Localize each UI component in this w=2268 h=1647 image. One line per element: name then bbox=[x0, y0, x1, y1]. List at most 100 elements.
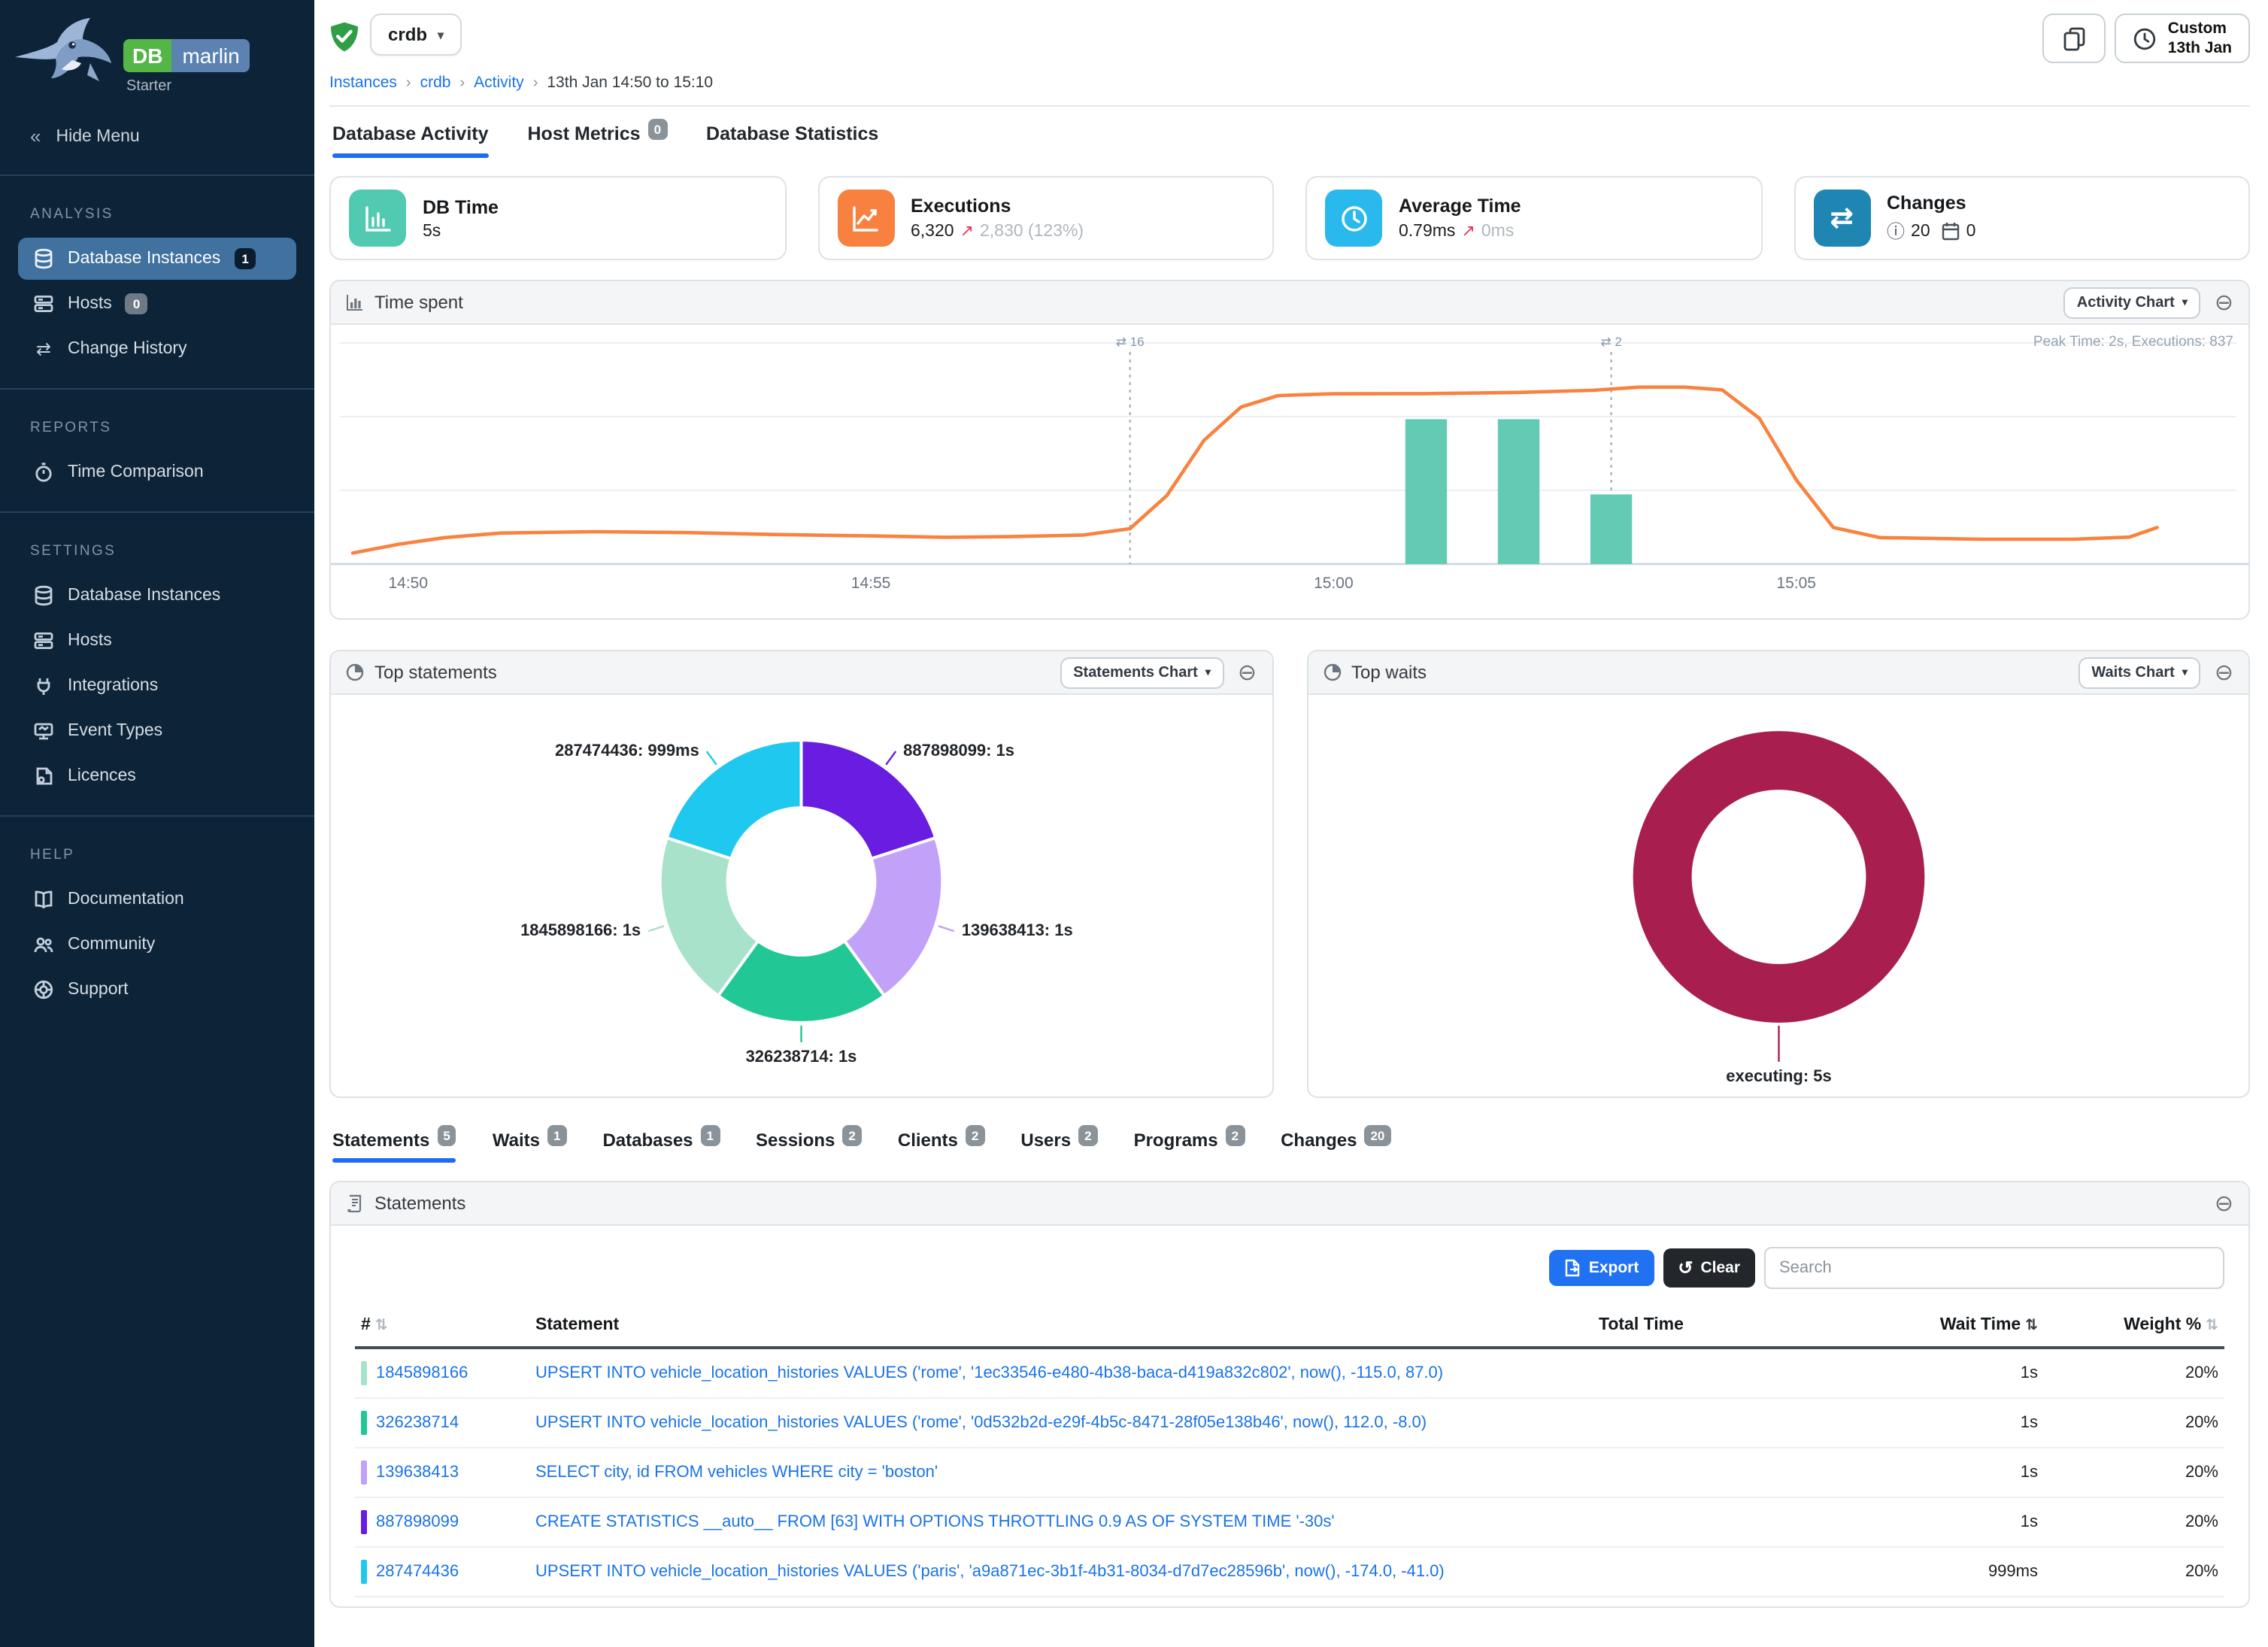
breadcrumb-separator: › bbox=[405, 74, 411, 91]
collapse-panel-icon[interactable]: ⊖ bbox=[2214, 660, 2233, 685]
sidebar-item-support[interactable]: Support bbox=[18, 969, 296, 1011]
kpi-delta: 2,830 (123%) bbox=[980, 222, 1084, 240]
kpi-value: 6,320 bbox=[911, 222, 954, 240]
clear-button[interactable]: ↺ Clear bbox=[1663, 1248, 1755, 1288]
sidebar-item-licences[interactable]: Licences bbox=[18, 755, 296, 797]
sidebar-item-settings-database-instances[interactable]: Database Instances bbox=[18, 575, 296, 617]
statement-id-link[interactable]: 887898099 bbox=[376, 1513, 459, 1531]
charts-row: Top statements Statements Chart ▾ ⊖ 8878… bbox=[329, 650, 2250, 1098]
sidebar-item-event-types[interactable]: Event Types bbox=[18, 710, 296, 752]
breadcrumb-activity[interactable]: Activity bbox=[474, 74, 524, 92]
sidebar-item-label: Time Comparison bbox=[68, 463, 204, 481]
sidebar-item-time-comparison[interactable]: Time Comparison bbox=[18, 451, 296, 493]
statement-color-bar bbox=[361, 1510, 367, 1534]
page-tabs: Database Activity Host Metrics 0 Databas… bbox=[329, 107, 2250, 158]
pie-chart-icon bbox=[346, 663, 364, 681]
count-badge: 20 bbox=[1364, 1125, 1391, 1146]
tab-databases[interactable]: Databases 1 bbox=[602, 1125, 720, 1163]
weight-value: 20% bbox=[2044, 1348, 2224, 1399]
tab-label: Statements bbox=[332, 1130, 430, 1151]
brand-wordmark: DB marlin bbox=[123, 39, 250, 72]
copy-link-button[interactable] bbox=[2042, 14, 2106, 63]
instance-selector[interactable]: crdb ▾ bbox=[370, 14, 462, 56]
time-range-button[interactable]: Custom 13th Jan bbox=[2115, 14, 2250, 63]
time-range-mode: Custom bbox=[2167, 20, 2227, 38]
kpi-info-count: 20 bbox=[1911, 222, 1930, 240]
tab-statements[interactable]: Statements 5 bbox=[332, 1125, 457, 1163]
sidebar-item-documentation[interactable]: Documentation bbox=[18, 878, 296, 921]
sidebar-item-hosts[interactable]: Hosts 0 bbox=[18, 283, 296, 325]
breadcrumb-crdb[interactable]: crdb bbox=[420, 74, 451, 92]
breadcrumb-time-range: 13th Jan 14:50 to 15:10 bbox=[547, 74, 714, 92]
sidebar-item-integrations[interactable]: Integrations bbox=[18, 665, 296, 707]
sort-icon: ⇅ bbox=[2206, 1318, 2218, 1334]
tab-label: Changes bbox=[1281, 1130, 1357, 1151]
export-button[interactable]: Export bbox=[1549, 1250, 1654, 1286]
statement-link[interactable]: UPSERT INTO vehicle_location_histories V… bbox=[535, 1414, 1427, 1432]
chart-select-label: Waits Chart bbox=[2091, 664, 2175, 681]
divider bbox=[0, 815, 314, 817]
statement-id-link[interactable]: 1845898166 bbox=[376, 1364, 468, 1382]
statement-link[interactable]: UPSERT INTO vehicle_location_histories V… bbox=[535, 1563, 1445, 1581]
tab-label: Databases bbox=[602, 1130, 693, 1151]
panel-title: Time spent bbox=[374, 292, 463, 313]
statement-id-link[interactable]: 287474436 bbox=[376, 1563, 459, 1581]
sidebar-item-settings-hosts[interactable]: Hosts bbox=[18, 620, 296, 662]
statement-link[interactable]: UPSERT INTO vehicle_location_histories V… bbox=[535, 1364, 1444, 1382]
tab-programs[interactable]: Programs 2 bbox=[1134, 1125, 1245, 1163]
sidebar-section-analysis: ANALYSIS Database Instances 1 Hosts 0 ⇄ … bbox=[0, 176, 314, 388]
collapse-panel-icon[interactable]: ⊖ bbox=[1237, 660, 1257, 685]
sidebar-item-community[interactable]: Community bbox=[18, 924, 296, 966]
sort-icon-active: ⇅ bbox=[2025, 1318, 2038, 1334]
breadcrumb-instances[interactable]: Instances bbox=[329, 74, 397, 92]
hide-menu-button[interactable]: « Hide Menu bbox=[0, 101, 314, 174]
kpi-db-time: DB Time 5s bbox=[329, 176, 786, 260]
statement-link[interactable]: SELECT city, id FROM vehicles WHERE city… bbox=[535, 1463, 938, 1482]
collapse-panel-icon[interactable]: ⊖ bbox=[2214, 1191, 2233, 1216]
statement-id-link[interactable]: 326238714 bbox=[376, 1414, 459, 1432]
column-header-weight[interactable]: Weight % ⇅ bbox=[2044, 1307, 2224, 1349]
search-input[interactable] bbox=[1764, 1247, 2224, 1289]
tab-clients[interactable]: Clients 2 bbox=[898, 1125, 985, 1163]
sidebar: DB marlin Starter « Hide Menu ANALYSIS Da… bbox=[0, 0, 314, 1647]
statement-link[interactable]: CREATE STATISTICS __auto__ FROM [63] WIT… bbox=[535, 1513, 1335, 1531]
waits-chart-select[interactable]: Waits Chart ▾ bbox=[2078, 657, 2201, 688]
time-spent-chart: ⇄ 16 ⇄ 2 14:50 14:55 15:00 15:05 Peak Time: 2… bbox=[331, 325, 2248, 618]
export-label: Export bbox=[1588, 1259, 1639, 1277]
column-header-statement[interactable]: Statement bbox=[529, 1307, 1593, 1349]
activity-chart-select[interactable]: Activity Chart ▾ bbox=[2063, 287, 2201, 318]
sidebar-item-label: Event Types bbox=[68, 722, 163, 740]
sidebar-item-label: Support bbox=[68, 981, 129, 999]
statements-panel-header: Statements ⊖ bbox=[331, 1182, 2248, 1226]
column-header-id[interactable]: # ⇅ bbox=[355, 1307, 529, 1349]
peak-annotation: Peak Time: 2s, Executions: 837 bbox=[2033, 334, 2233, 350]
svg-text:287474436: 999ms: 287474436: 999ms bbox=[555, 741, 699, 760]
statement-id-link[interactable]: 139638413 bbox=[376, 1463, 459, 1482]
server-icon bbox=[34, 296, 53, 313]
statements-chart-select[interactable]: Statements Chart ▾ bbox=[1060, 657, 1224, 688]
column-header-wait-time[interactable]: Wait Time ⇅ bbox=[1818, 1307, 2044, 1349]
panel-title: Statements bbox=[374, 1193, 466, 1214]
sidebar-item-label: Hosts bbox=[68, 632, 112, 650]
chevron-down-icon: ▾ bbox=[1205, 668, 1211, 678]
plug-icon bbox=[37, 678, 50, 695]
clock-icon bbox=[1325, 190, 1382, 247]
tab-database-activity[interactable]: Database Activity bbox=[332, 123, 489, 158]
column-header-total-time[interactable]: Total Time bbox=[1593, 1307, 1818, 1349]
lifebuoy-icon bbox=[34, 980, 53, 999]
section-title: SETTINGS bbox=[30, 543, 117, 560]
brand-db: DB bbox=[123, 39, 172, 72]
collapse-panel-icon[interactable]: ⊖ bbox=[2214, 290, 2233, 315]
tab-changes[interactable]: Changes 20 bbox=[1281, 1125, 1391, 1163]
sidebar-item-change-history[interactable]: ⇄ Change History bbox=[18, 328, 296, 370]
top-bar: crdb ▾ Custom 13th Jan bbox=[329, 0, 2250, 63]
tab-database-statistics[interactable]: Database Statistics bbox=[706, 123, 878, 158]
divider bbox=[0, 388, 314, 390]
tab-sessions[interactable]: Sessions 2 bbox=[756, 1125, 862, 1163]
tab-host-metrics[interactable]: Host Metrics 0 bbox=[528, 119, 668, 158]
section-title: HELP bbox=[30, 847, 75, 863]
tab-users[interactable]: Users 2 bbox=[1020, 1125, 1098, 1163]
sidebar-item-database-instances[interactable]: Database Instances 1 bbox=[18, 238, 296, 280]
tab-waits[interactable]: Waits 1 bbox=[493, 1125, 567, 1163]
